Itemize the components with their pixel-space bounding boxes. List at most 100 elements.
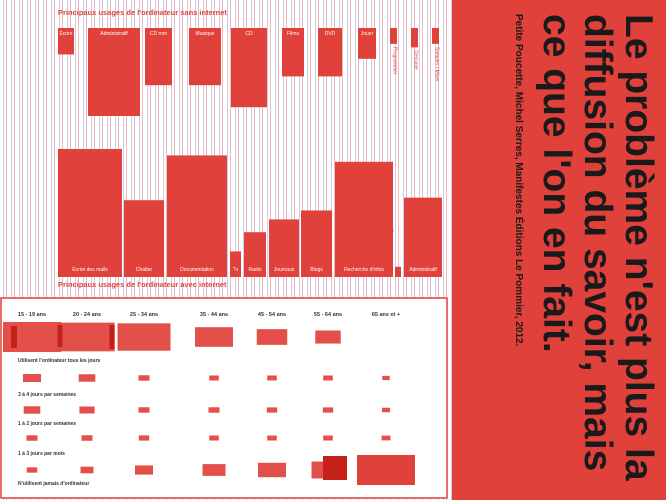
cell-0-2	[117, 323, 171, 351]
cell-3-4	[267, 435, 277, 441]
cell-2-5	[322, 407, 334, 413]
bar-programmer	[390, 28, 397, 44]
age-label-20-24-ans: 20 - 24 ans	[73, 312, 101, 318]
bar-formation-en-ligne	[395, 266, 401, 277]
frequency-cells	[3, 322, 415, 485]
frequency-labels: Utilisent l'ordinateur tous les jours 3 à…	[18, 358, 101, 487]
overlap-accent-0	[11, 326, 17, 348]
bar-radio	[244, 232, 266, 277]
frequency-label-2: 1 à 2 jours par semaines	[18, 421, 76, 427]
cell-1-6	[382, 375, 390, 381]
frequency-label-4: N'utilisent jamais d'ordinateur	[18, 481, 89, 487]
quote-panel: Le problème n'est plus la diffusion du s…	[452, 0, 666, 500]
frequency-label-3: 1 à 3 jours par mois	[18, 451, 65, 457]
bar-tv	[230, 251, 241, 277]
bar-ecrire-des-mails	[58, 149, 122, 277]
bar-journaux	[269, 219, 299, 277]
bars-online: Écrire des mails Chatter Documentation Tv Ra…	[58, 149, 442, 277]
cell-2-2	[138, 407, 150, 413]
bar-label-cd-rom: CD rom	[150, 31, 167, 37]
bar-label-cd: CD	[245, 31, 253, 37]
age-label-65-ans-et: 65 ans et +	[372, 312, 400, 318]
cell-1-5	[323, 375, 333, 381]
overlap-accent-3	[323, 456, 347, 480]
bar-label-administratif: Administratif	[409, 267, 437, 273]
bar-administratif	[88, 28, 140, 116]
bar-jouer	[358, 28, 376, 59]
cell-4-3	[202, 464, 226, 476]
bar-label-sampler-mixer: Sampler / Mixer	[434, 47, 440, 82]
cell-3-6	[381, 435, 391, 441]
bar-label-dessiner: Dessiner	[413, 50, 419, 70]
cell-3-1	[81, 435, 93, 441]
cell-3-2	[138, 435, 150, 441]
bar-dessiner	[411, 28, 418, 48]
bar-label-radio: Radio	[248, 267, 261, 273]
frequency-label-1: 3 à 4 jours par semaines	[18, 392, 76, 398]
bar-films	[282, 28, 304, 77]
cell-1-0	[23, 374, 41, 382]
bar-label-jouer: Jouer	[361, 31, 374, 37]
bar-cd-rom	[145, 28, 172, 86]
bar-label-documentation: Documentation	[180, 267, 214, 273]
cell-0-5	[315, 330, 341, 344]
cell-4-1	[80, 466, 94, 474]
quote-credit: Petite Poucette, Michel Serres, Manifest…	[513, 14, 524, 347]
cell-0-3	[195, 327, 233, 347]
bars-offline: Écrire Administratif CD rom Musique CD Films D…	[58, 28, 440, 116]
overlap-accent-1	[57, 325, 63, 347]
bar-chatter	[124, 200, 164, 277]
cell-1-2	[138, 375, 150, 381]
bar-sampler-mixer	[432, 28, 439, 44]
overlap-accent-2	[109, 325, 115, 349]
bar-recherche-d-infos	[335, 161, 393, 277]
cell-2-0	[23, 406, 41, 414]
chart-title-offline: Principaux usages de l'ordinateur sans i…	[58, 8, 227, 17]
bar-label-ecrire-des-mails: Écrire des mails	[72, 266, 108, 273]
cell-1-4	[267, 375, 277, 381]
cell-4-2	[135, 465, 153, 475]
cell-4-6	[357, 455, 415, 485]
cell-1-3	[209, 375, 219, 381]
bar-administratif	[404, 197, 442, 277]
bar-musique	[189, 28, 221, 86]
age-label-35-44-ans: 35 - 44 ans	[200, 312, 228, 318]
chart-canvas: Principaux usages de l'ordinateur sans i…	[0, 8, 448, 499]
cell-2-6	[381, 407, 391, 413]
cell-1-1	[78, 374, 96, 382]
age-label-25-34-ans: 25 - 34 ans	[130, 312, 158, 318]
chart-title-online: Principaux usages de l'ordinateur avec i…	[58, 280, 227, 289]
bar-label-administratif: Administratif	[100, 31, 128, 37]
cell-3-5	[323, 435, 333, 441]
bar-label-dvd: DVD	[325, 31, 336, 37]
age-axis-labels: 15 - 19 ans 20 - 24 ans 25 - 34 ans 35 - 44…	[18, 312, 400, 318]
age-label-15-19-ans: 15 - 19 ans	[18, 312, 46, 318]
bar-label-programmer: Programmer	[392, 47, 398, 75]
cell-2-3	[208, 407, 220, 413]
bar-label-films: Films	[287, 31, 299, 37]
age-label-45-54-ans: 45 - 54 ans	[258, 312, 286, 318]
bar-blogs	[301, 210, 332, 277]
cell-3-3	[209, 435, 219, 441]
cell-0-1	[59, 322, 115, 352]
bar-label-chatter: Chatter	[136, 267, 153, 273]
cell-2-1	[79, 406, 95, 414]
bar-label-formation-en-ligne: Formation en ligne	[389, 223, 395, 265]
bar-label-recherche-d-infos: Recherche d'infos	[344, 267, 384, 273]
bar-dvd	[318, 28, 342, 77]
cell-0-4	[256, 329, 288, 345]
quote-text: Le problème n'est plus la diffusion du s…	[535, 14, 660, 481]
bar-documentation	[167, 155, 227, 277]
cell-3-0	[26, 435, 38, 441]
bar-label-ecrire: Écrire	[59, 30, 72, 37]
frequency-label-0: Utilisent l'ordinateur tous les jours	[18, 358, 101, 364]
bar-cd	[231, 28, 267, 108]
bar-label-blogs: Blogs	[310, 267, 323, 273]
bar-ecrire	[58, 28, 74, 55]
age-label-55-64-ans: 55 - 64 ans	[314, 312, 342, 318]
quote-rotated-block: Le problème n'est plus la diffusion du s…	[449, 8, 660, 488]
bar-label-journaux: Journaux	[274, 267, 295, 273]
bar-label-tv: Tv	[233, 267, 239, 273]
cell-4-0	[26, 467, 38, 473]
cell-4-4	[258, 462, 286, 478]
